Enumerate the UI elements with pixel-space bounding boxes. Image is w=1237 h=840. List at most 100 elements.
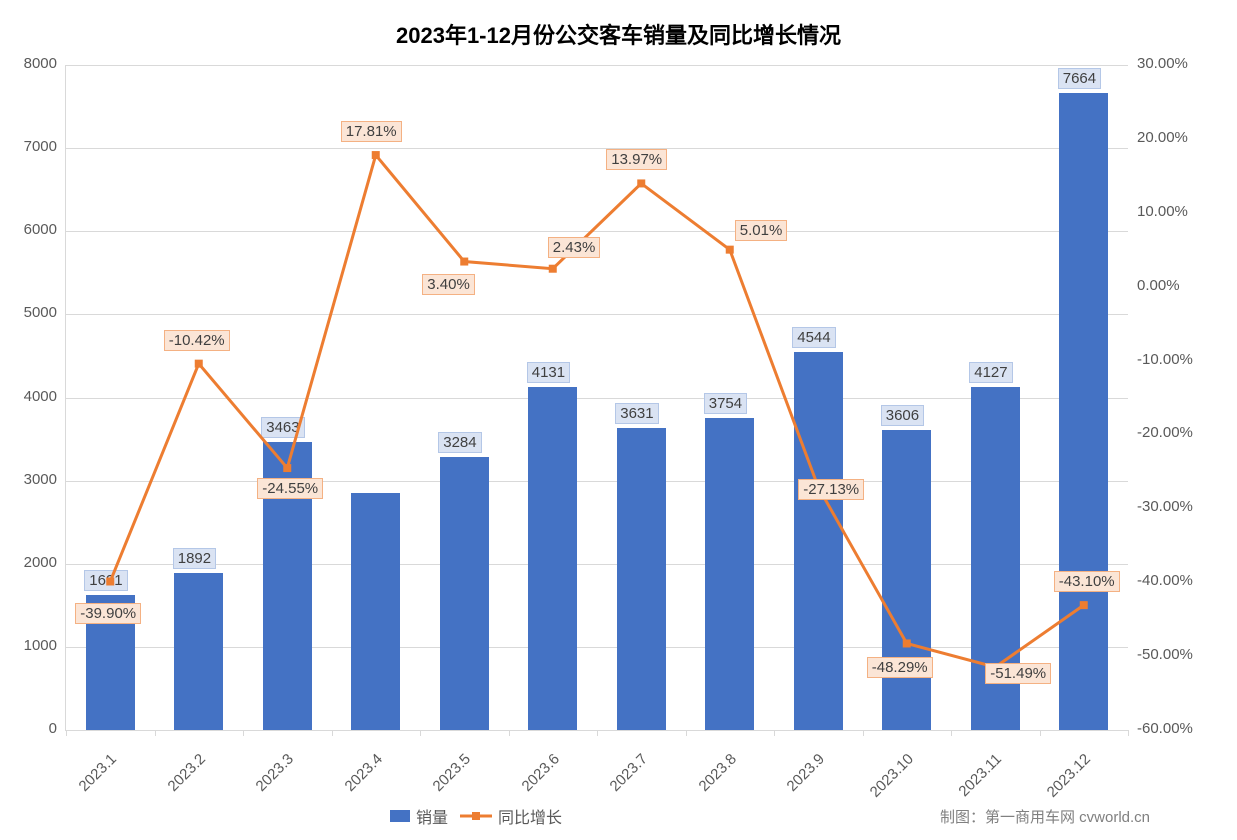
y2-tick-label: -60.00% bbox=[1137, 720, 1193, 737]
bar-value-label: 3463 bbox=[261, 417, 304, 438]
y2-tick-label: -20.00% bbox=[1137, 424, 1193, 441]
y2-tick-label: 10.00% bbox=[1137, 203, 1188, 220]
x-tick bbox=[66, 730, 67, 736]
x-tick bbox=[155, 730, 156, 736]
y1-tick-label: 3000 bbox=[5, 471, 57, 488]
bar-value-label: 4127 bbox=[969, 362, 1012, 383]
plot-area: 1621 1892 3463 3284 4131 3631 3754 4544 3606 4127… bbox=[65, 65, 1128, 731]
x-tick bbox=[951, 730, 952, 736]
bar-value-label: 4544 bbox=[792, 327, 835, 348]
line-value-label: 5.01% bbox=[735, 220, 788, 241]
y1-tick-label: 0 bbox=[5, 720, 57, 737]
y2-tick-label: -30.00% bbox=[1137, 498, 1193, 515]
credit-text: 制图：第一商用车网 cvworld.cn bbox=[940, 806, 1150, 827]
legend-label: 同比增长 bbox=[498, 804, 562, 828]
chart-container: 2023年1-12月份公交客车销量及同比增长情况 1621 1892 3463 328… bbox=[0, 0, 1237, 840]
gridline bbox=[66, 398, 1128, 399]
line-marker bbox=[637, 179, 645, 187]
y2-tick-label: 0.00% bbox=[1137, 277, 1180, 294]
x-tick bbox=[597, 730, 598, 736]
x-tick-label: 2023.6 bbox=[508, 750, 562, 804]
x-tick-label: 2023.12 bbox=[1039, 750, 1093, 804]
bar bbox=[440, 457, 489, 730]
gridline bbox=[66, 481, 1128, 482]
y1-tick-label: 4000 bbox=[5, 388, 57, 405]
line-value-label: -24.55% bbox=[257, 478, 323, 499]
x-tick bbox=[1128, 730, 1129, 736]
y2-tick-label: -40.00% bbox=[1137, 572, 1193, 589]
line-value-label: -43.10% bbox=[1054, 571, 1120, 592]
legend: 销量 同比增长 bbox=[390, 804, 562, 828]
line-marker bbox=[195, 360, 203, 368]
legend-swatch-bar bbox=[390, 810, 410, 822]
bar bbox=[705, 418, 754, 730]
x-tick-label: 2023.2 bbox=[154, 750, 208, 804]
x-tick bbox=[509, 730, 510, 736]
x-tick bbox=[1040, 730, 1041, 736]
bar bbox=[1059, 93, 1108, 730]
x-tick-label: 2023.1 bbox=[66, 750, 120, 804]
x-tick bbox=[332, 730, 333, 736]
chart-title: 2023年1-12月份公交客车销量及同比增长情况 bbox=[0, 18, 1237, 50]
line-value-label: -51.49% bbox=[985, 663, 1051, 684]
bar-value-label: 1892 bbox=[173, 548, 216, 569]
bar bbox=[882, 430, 931, 730]
y1-tick-label: 8000 bbox=[5, 55, 57, 72]
x-tick bbox=[243, 730, 244, 736]
bar bbox=[174, 573, 223, 730]
bar-value-label: 1621 bbox=[84, 570, 127, 591]
y1-tick-label: 5000 bbox=[5, 304, 57, 321]
x-tick-label: 2023.8 bbox=[685, 750, 739, 804]
legend-item: 销量 bbox=[390, 804, 448, 828]
y1-tick-label: 7000 bbox=[5, 138, 57, 155]
line-marker bbox=[726, 246, 734, 254]
y1-tick-label: 2000 bbox=[5, 554, 57, 571]
legend-swatch-line bbox=[460, 810, 492, 822]
x-tick-label: 2023.3 bbox=[243, 750, 297, 804]
x-tick-label: 2023.10 bbox=[862, 750, 916, 804]
x-tick bbox=[686, 730, 687, 736]
x-tick-label: 2023.4 bbox=[331, 750, 385, 804]
line-value-label: 17.81% bbox=[341, 121, 402, 142]
x-tick bbox=[774, 730, 775, 736]
bar-value-label: 3606 bbox=[881, 405, 924, 426]
bar-value-label: 3631 bbox=[615, 403, 658, 424]
line-value-label: -39.90% bbox=[75, 603, 141, 624]
line-value-label: -10.42% bbox=[164, 330, 230, 351]
y2-tick-label: 30.00% bbox=[1137, 55, 1188, 72]
x-tick-label: 2023.7 bbox=[597, 750, 651, 804]
gridline bbox=[66, 647, 1128, 648]
gridline bbox=[66, 65, 1128, 66]
gridline bbox=[66, 564, 1128, 565]
line-marker bbox=[460, 258, 468, 266]
bar bbox=[794, 352, 843, 730]
x-tick-label: 2023.9 bbox=[774, 750, 828, 804]
gridline bbox=[66, 231, 1128, 232]
legend-label: 销量 bbox=[416, 804, 448, 828]
y2-tick-label: -10.00% bbox=[1137, 351, 1193, 368]
y1-tick-label: 1000 bbox=[5, 637, 57, 654]
line-value-label: -48.29% bbox=[867, 657, 933, 678]
x-tick-label: 2023.5 bbox=[420, 750, 474, 804]
bar-value-label: 7664 bbox=[1058, 68, 1101, 89]
line-marker bbox=[549, 265, 557, 273]
y1-tick-label: 6000 bbox=[5, 221, 57, 238]
y2-tick-label: 20.00% bbox=[1137, 129, 1188, 146]
line-value-label: 2.43% bbox=[548, 237, 601, 258]
bar bbox=[351, 493, 400, 730]
bar-value-label: 3754 bbox=[704, 393, 747, 414]
bar-value-label: 4131 bbox=[527, 362, 570, 383]
line-value-label: -27.13% bbox=[798, 479, 864, 500]
y2-tick-label: -50.00% bbox=[1137, 646, 1193, 663]
line-value-label: 13.97% bbox=[606, 149, 667, 170]
line-marker bbox=[372, 151, 380, 159]
gridline bbox=[66, 148, 1128, 149]
line-value-label: 3.40% bbox=[422, 274, 475, 295]
gridline bbox=[66, 314, 1128, 315]
bar-value-label: 3284 bbox=[438, 432, 481, 453]
bar bbox=[528, 387, 577, 730]
x-tick bbox=[420, 730, 421, 736]
legend-item: 同比增长 bbox=[460, 804, 562, 828]
bar bbox=[617, 428, 666, 730]
x-tick-label: 2023.11 bbox=[951, 750, 1005, 804]
